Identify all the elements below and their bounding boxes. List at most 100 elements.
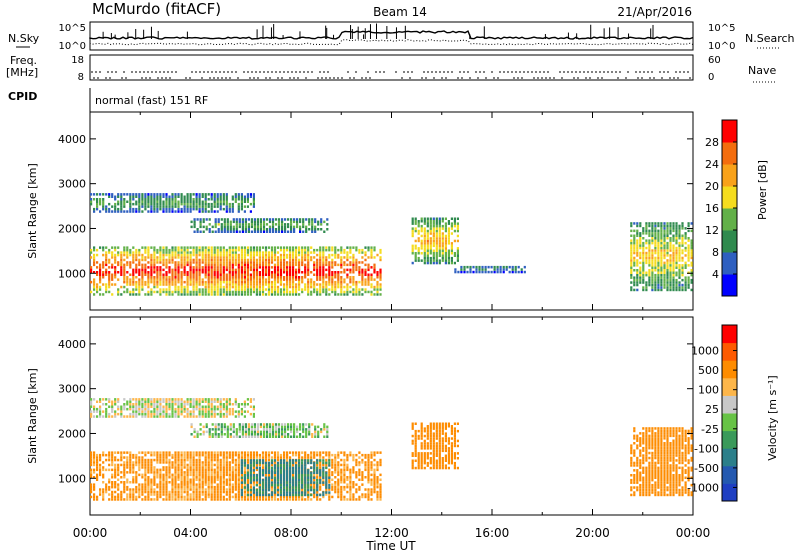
heatmap-cell-0-0 xyxy=(325,280,328,284)
heatmap-cell-0-5 xyxy=(672,259,675,262)
heatmap-cell-1-0 xyxy=(150,463,153,467)
heatmap-cell-0-0 xyxy=(138,278,141,281)
heatmap-cell-1-0 xyxy=(346,498,349,501)
heatmap-cell-0-0 xyxy=(307,288,310,291)
heatmap-cell-0-1 xyxy=(243,195,246,198)
heatmap-cell-0-1 xyxy=(237,205,240,208)
heatmap-cell-1-0 xyxy=(331,471,334,474)
heatmap-cell-0-4 xyxy=(523,270,526,274)
heatmap-cell-0-0 xyxy=(279,283,283,286)
heatmap-cell-1-0 xyxy=(228,453,231,457)
heatmap-cell-1-1 xyxy=(252,461,255,465)
heatmap-cell-1-0 xyxy=(216,498,219,501)
heatmap-cell-0-5 xyxy=(639,237,642,240)
heatmap-cell-0-5 xyxy=(678,249,681,252)
heatmap-cell-0-0 xyxy=(313,261,316,264)
heatmap-cell-0-5 xyxy=(666,241,669,245)
heatmap-cell-1-0 xyxy=(138,493,141,496)
beam-title: Beam 14 xyxy=(373,5,427,19)
heatmap-cell-1-1 xyxy=(267,476,271,479)
heatmap-cell-0-5 xyxy=(642,227,645,230)
heatmap-cell-0-0 xyxy=(228,288,231,291)
heatmap-cell-1-1 xyxy=(267,466,271,470)
heatmap-cell-1-0 xyxy=(189,498,192,501)
heatmap-cell-0-3 xyxy=(414,222,417,225)
heatmap-cell-0-1 xyxy=(177,202,180,206)
heatmap-cell-1-0 xyxy=(270,485,274,489)
heatmap-cell-0-5 xyxy=(642,286,645,289)
heatmap-cell-1-1 xyxy=(252,488,255,492)
heatmap-cell-1-0 xyxy=(373,481,376,484)
heatmap-cell-1-0 xyxy=(273,495,277,499)
heatmap-cell-0-0 xyxy=(246,266,249,269)
heatmap-cell-1-0 xyxy=(201,476,204,479)
heatmap-cell-1-0 xyxy=(276,485,280,489)
heatmap-cell-1-0 xyxy=(159,490,162,494)
heatmap-cell-1-0 xyxy=(150,478,153,481)
heatmap-cell-0-5 xyxy=(663,241,666,245)
heatmap-cell-0-0 xyxy=(123,273,126,276)
heatmap-cell-0-1 xyxy=(147,193,150,196)
heatmap-cell-0-3 xyxy=(414,247,417,250)
heatmap-cell-1-0 xyxy=(210,483,213,486)
heatmap-cell-0-0 xyxy=(367,280,370,284)
heatmap-cell-1-0 xyxy=(225,461,228,464)
heatmap-cell-0-0 xyxy=(298,278,301,281)
heatmap-cell-1-0 xyxy=(343,473,346,477)
heatmap-cell-1-0 xyxy=(213,485,216,489)
heatmap-cell-0-0 xyxy=(102,276,105,279)
heatmap-cell-0-5 xyxy=(675,256,678,260)
heatmap-cell-0-3 xyxy=(414,254,417,257)
heatmap-cell-1-0 xyxy=(319,483,322,486)
heatmap-cell-0-0 xyxy=(159,293,162,296)
heatmap-cell-0-5 xyxy=(669,239,672,242)
heatmap-cell-0-0 xyxy=(267,285,271,289)
heatmap-cell-0-4 xyxy=(475,270,478,274)
heatmap-cell-0-2 xyxy=(305,225,308,229)
heatmap-cell-1-0 xyxy=(358,498,361,501)
heatmap-cell-0-2 xyxy=(235,220,238,224)
heatmap-cell-0-3 xyxy=(453,239,456,243)
cpid-label: CPID xyxy=(8,90,37,103)
heatmap-cell-1-0 xyxy=(349,478,352,481)
heatmap-cell-1-0 xyxy=(201,493,204,496)
heatmap-cell-0-0 xyxy=(252,280,255,284)
heatmap-cell-0-3 xyxy=(438,229,441,233)
heatmap-cell-0-5 xyxy=(642,254,645,257)
heatmap-cell-1-0 xyxy=(355,488,358,491)
heatmap-cell-1-0 xyxy=(343,481,346,484)
heatmap-cell-1-0 xyxy=(364,453,367,457)
heatmap-cell-0-0 xyxy=(192,276,195,279)
heatmap-cell-0-0 xyxy=(213,248,216,252)
heatmap-cell-0-4 xyxy=(502,270,505,274)
heatmap-cell-0-5 xyxy=(666,232,669,235)
heatmap-cell-0-0 xyxy=(370,256,373,259)
heatmap-cell-0-0 xyxy=(174,271,177,274)
heatmap-cell-1-0 xyxy=(246,495,249,499)
heatmap-cell-1-0 xyxy=(132,471,135,474)
heatmap-cell-0-5 xyxy=(636,249,639,252)
heatmap-cell-1-0 xyxy=(210,495,213,499)
heatmap-cell-0-0 xyxy=(258,248,261,252)
heatmap-cell-0-5 xyxy=(690,256,693,260)
heatmap-cell-0-0 xyxy=(364,268,367,272)
heatmap-cell-1-0 xyxy=(207,466,210,469)
heatmap-cell-1-0 xyxy=(289,456,292,459)
heatmap-cell-0-0 xyxy=(195,253,198,257)
heatmap-cell-0-5 xyxy=(654,241,657,245)
heatmap-cell-1-0 xyxy=(216,468,219,472)
heatmap-cell-1-0 xyxy=(210,463,213,467)
heatmap-cell-1-0 xyxy=(189,466,192,469)
heatmap-cell-1-0 xyxy=(258,498,261,501)
heatmap-cell-1-1 xyxy=(264,491,268,494)
heatmap-cell-0-1 xyxy=(228,205,231,208)
heatmap-cell-1-1 xyxy=(264,471,268,474)
noise-sky-line xyxy=(89,30,694,40)
heatmap-cell-1-0 xyxy=(364,488,367,491)
heatmap-cell-0-5 xyxy=(681,256,684,260)
heatmap-cell-0-0 xyxy=(135,276,138,279)
heatmap-cell-0-0 xyxy=(105,251,108,254)
heatmap-cell-0-0 xyxy=(343,256,346,259)
heatmap-cell-0-0 xyxy=(273,293,277,296)
heatmap-cell-0-0 xyxy=(219,263,222,267)
